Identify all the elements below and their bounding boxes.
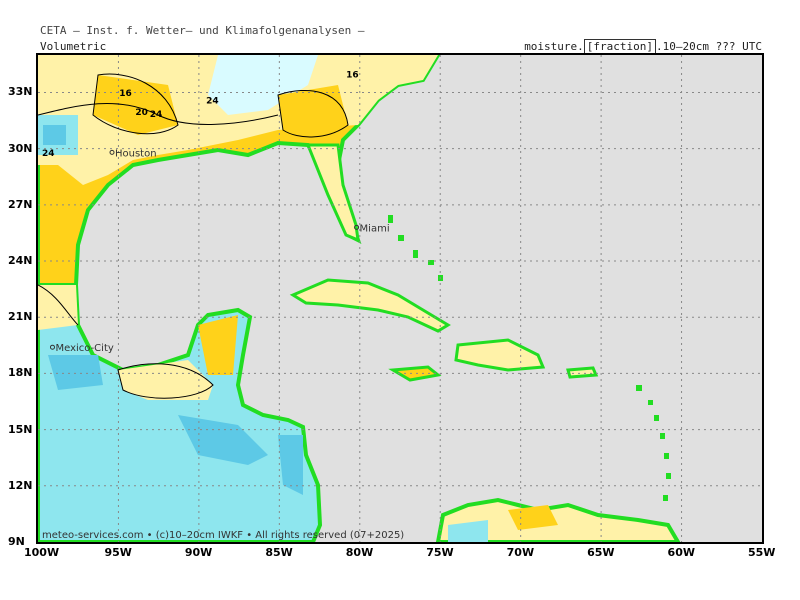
city-dot (109, 149, 115, 155)
map-frame: 16 20 24 24 16 24 Houston Miami Mexico-City met… (36, 53, 764, 544)
city-label: Houston (115, 148, 157, 159)
land-hispaniola (454, 338, 546, 372)
graticule (38, 55, 762, 542)
contour-value-label: 16 (346, 70, 359, 80)
lat-tick-label: 15N (8, 422, 33, 436)
lat-tick-label: 18N (8, 366, 33, 380)
unit-box: [fraction] (583, 39, 657, 54)
land-south-america (435, 497, 681, 542)
land-mexico (38, 283, 323, 542)
lat-tick-label: 12N (8, 478, 33, 492)
lon-tick-label: 90W (184, 546, 213, 559)
lon-tick-label: 60W (667, 546, 695, 559)
lon-tick-label: 85W (265, 546, 293, 559)
lon-tick-label: 80W (345, 546, 374, 559)
city-label: Miami (360, 223, 390, 234)
land-jamaica (388, 365, 442, 382)
descriptor-suffix: .10–20cm ??? UTC (656, 40, 762, 53)
lon-tick-label: 95W (104, 546, 132, 559)
lat-tick-label: 24N (8, 254, 33, 268)
lon-tick-label: 100W (24, 546, 60, 559)
bahamas (388, 215, 443, 281)
city-markers: Houston Miami Mexico-City (49, 148, 390, 354)
lesser-antilles (636, 385, 671, 501)
contour-value-label: 24 (150, 110, 163, 120)
land-florida (305, 143, 360, 243)
footer-copyright: meteo-services.com • (c)10–20cm IWKF • A… (42, 530, 404, 541)
lat-tick-label: 30N (8, 141, 33, 155)
contour-value-label: 24 (206, 97, 219, 107)
land-layer (38, 55, 681, 542)
lon-tick-label: 75W (426, 546, 454, 559)
city-dot (354, 224, 360, 230)
descriptor-prefix: moisture. (524, 40, 584, 53)
lat-tick-label: 9N (8, 535, 25, 548)
lat-tick-label: 33N (8, 85, 33, 99)
contour-value-label: 16 (119, 89, 132, 99)
lon-tick-label: 65W (587, 546, 615, 559)
city-label: Mexico-City (55, 343, 113, 354)
lat-tick-label: 21N (8, 310, 33, 324)
lat-tick-label: 27N (8, 197, 33, 211)
contour-value-label: 20 (135, 108, 148, 118)
variable-label: Volumetric (40, 40, 107, 53)
contour-value-label: 24 (42, 149, 55, 159)
land-cuba (289, 278, 451, 333)
chart-title: CETA – Inst. f. Wetter– und Klimafolgena… (40, 24, 365, 37)
contour-lines (38, 73, 349, 399)
lon-tick-label: 70W (506, 546, 535, 559)
lon-tick-label: 55W (748, 546, 776, 559)
variable-descriptor: moisture. [fraction] .10–20cm ??? UTC (524, 39, 762, 54)
land-puerto-rico (566, 366, 599, 379)
city-dot (49, 344, 55, 350)
